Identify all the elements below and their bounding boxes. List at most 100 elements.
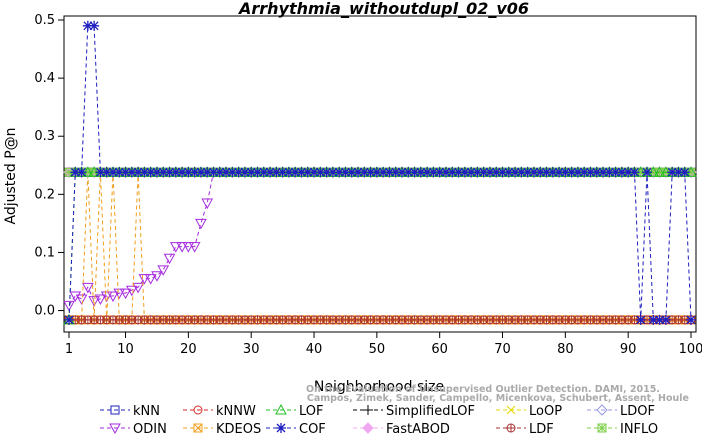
data-point-cof [686, 314, 696, 325]
legend-marker-loop [506, 405, 516, 415]
x-tick-label: 40 [306, 342, 323, 357]
data-point-cof [409, 167, 420, 178]
legend-marker-knnw [193, 405, 203, 415]
series-odin [63, 167, 220, 312]
x-tick-label: 30 [243, 342, 260, 357]
data-point-cof [484, 167, 495, 178]
data-point-cof [359, 167, 370, 178]
data-point-cof [673, 167, 684, 178]
data-point-cof [265, 167, 276, 178]
data-point-cof [70, 167, 81, 178]
legend-label-fastabod: FastABOD [386, 422, 450, 434]
y-tick-label: 0.3 [34, 129, 55, 144]
data-point-cof [195, 167, 206, 178]
x-tick-label: 50 [369, 342, 386, 357]
data-point-odin [88, 296, 100, 307]
data-point-odin [163, 253, 176, 265]
data-point-odin [201, 198, 214, 210]
data-point-cof [453, 167, 464, 178]
data-point-cof [327, 167, 338, 178]
data-point-cof [214, 167, 225, 178]
x-tick-label: 60 [431, 342, 448, 357]
data-point-odin [157, 265, 170, 276]
data-point-cof [233, 167, 244, 178]
legend-marker-ldof [596, 404, 608, 416]
y-axis: 0.0 0.1 0.2 0.3 0.4 0.5 [34, 13, 64, 319]
legend-label-ldof: LDOF [620, 404, 655, 419]
data-point-cof [227, 167, 238, 178]
data-point-cof [334, 167, 345, 178]
credit-line-1: Campos, Zimek, Sander, Campello, Micenko… [307, 393, 689, 404]
data-point-odin [132, 282, 144, 294]
data-point-cof [403, 167, 414, 178]
data-point-cof [516, 167, 527, 178]
legend-label-lof: LOF [299, 404, 324, 419]
data-point-odin [188, 242, 201, 253]
data-point-odin [113, 288, 126, 300]
data-point-cof [151, 167, 162, 178]
plot-area [63, 15, 697, 333]
data-point-cof [572, 167, 583, 178]
legend: kNN kNNW LOF SimplifiedLOF LoOP LDOF ODIN KDEOS… [100, 403, 658, 434]
data-point-cof [654, 314, 665, 325]
data-point-cof [258, 167, 269, 178]
legend-marker-inflo [597, 423, 607, 433]
data-point-cof [183, 167, 194, 178]
legend-marker-fastabod [362, 422, 374, 434]
data-point-cof [447, 167, 458, 178]
data-point-cof [296, 167, 307, 178]
data-point-cof [598, 167, 609, 178]
data-point-cof [158, 167, 169, 178]
series-lof [63, 166, 697, 325]
data-point-cof [660, 314, 671, 325]
legend-marker-simplifiedlof [363, 405, 373, 415]
data-point-odin [144, 274, 157, 285]
data-point-cof [384, 167, 395, 178]
data-point-cof [95, 167, 106, 178]
credit-line-2: On the Evaluation of Unsupervised Outlie… [306, 384, 660, 395]
data-point-cof [390, 167, 401, 178]
x-axis: 1 10 20 30 40 50 60 70 80 90 100 [65, 332, 702, 357]
x-tick-label: 100 [679, 342, 702, 357]
data-point-cof [422, 167, 433, 178]
data-point-odin [94, 294, 107, 305]
data-point-cof [114, 167, 125, 178]
data-point-cof [503, 167, 514, 178]
data-point-cof [139, 167, 150, 178]
series-kdeos [64, 167, 696, 325]
data-point-cof [378, 167, 389, 178]
data-point-cof [434, 167, 445, 178]
data-point-cof [528, 167, 539, 178]
data-point-odin [151, 271, 163, 282]
legend-item-cof: COF [266, 422, 326, 434]
data-point-cof [271, 167, 282, 178]
data-point-cof [591, 167, 602, 178]
x-tick-label: 80 [557, 342, 574, 357]
legend-item-kdeos: KDEOS [183, 422, 261, 434]
data-point-odin [195, 218, 207, 230]
x-tick-label: 10 [117, 342, 134, 357]
legend-label-knn: kNN [133, 404, 160, 419]
chart-title: Arrhythmia_withoutdupl_02_v06 [237, 0, 529, 18]
data-point-cof [491, 167, 502, 178]
data-point-cof [239, 167, 250, 178]
data-point-cof [579, 167, 590, 178]
y-tick-label: 0.1 [34, 245, 55, 260]
legend-label-simplifiedlof: SimplifiedLOF [386, 404, 475, 419]
legend-label-cof: COF [299, 422, 326, 434]
data-point-cof [679, 167, 690, 178]
data-point-odin [63, 300, 75, 312]
data-point-cof [667, 167, 678, 178]
data-point-cof [283, 167, 294, 178]
legend-label-ldf: LDF [529, 422, 554, 434]
series-cof [64, 20, 696, 325]
data-point-odin [75, 294, 88, 305]
data-point-cof [353, 167, 364, 178]
data-point-cof [459, 167, 470, 178]
data-point-cof [535, 167, 546, 178]
data-point-cof [466, 167, 477, 178]
data-point-cof [585, 167, 596, 178]
data-point-cof [302, 167, 313, 178]
data-point-cof [623, 167, 634, 178]
data-point-cof [64, 314, 74, 325]
